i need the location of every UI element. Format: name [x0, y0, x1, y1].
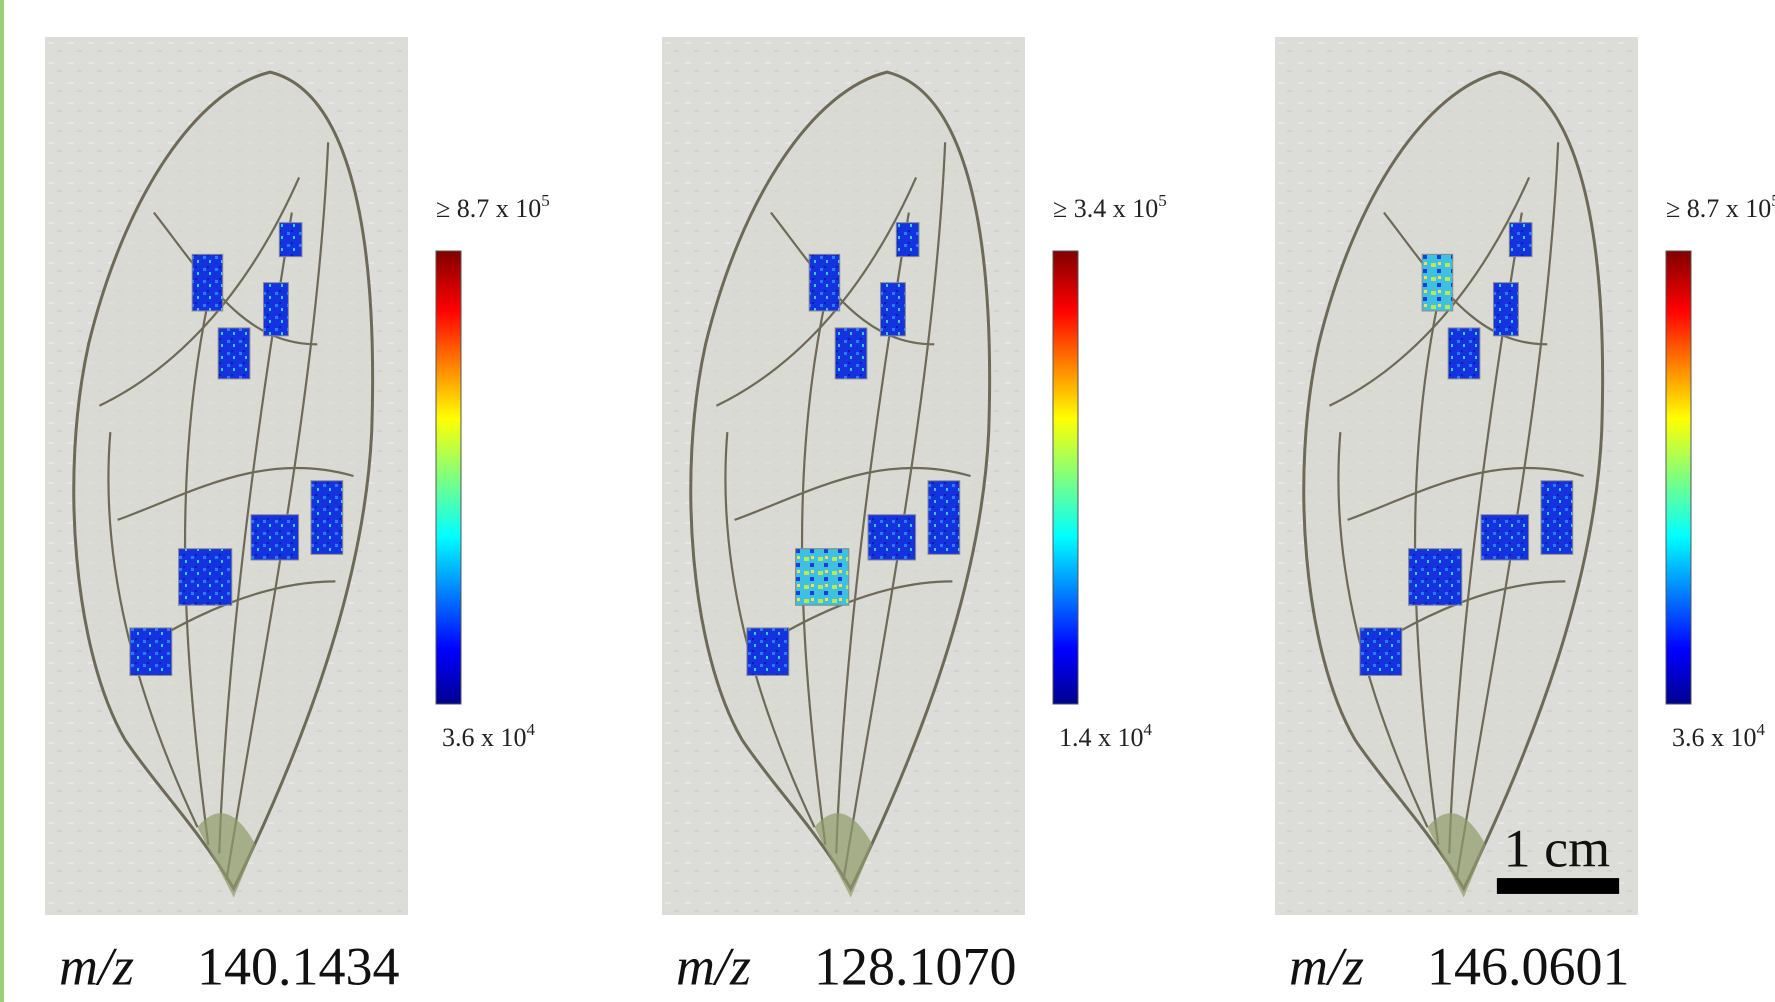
wing-vein — [98, 177, 301, 407]
label-text: ≥ 8.7 x 10 — [436, 194, 541, 223]
ms-image-region — [178, 548, 233, 606]
mz-prefix: m/z — [59, 936, 134, 996]
ms-image-region — [746, 627, 790, 676]
wing-vein — [107, 432, 199, 828]
label-exponent: 4 — [1757, 720, 1766, 739]
mz-prefix: m/z — [1289, 936, 1364, 996]
panel — [662, 37, 1025, 915]
left-border — [0, 0, 4, 1002]
wing-base — [197, 813, 256, 898]
ms-image-region — [867, 514, 917, 561]
wing-vein — [724, 432, 816, 828]
ms-image-region — [278, 222, 303, 258]
scale-bar-label: 1 cm — [1504, 819, 1610, 879]
ms-image-region — [217, 327, 251, 380]
ms-image-region — [262, 282, 289, 337]
colorbar-min-label: 3.6 x 104 — [442, 720, 536, 752]
wing-vein — [734, 466, 971, 521]
wing-base — [1427, 813, 1486, 898]
scale-bar — [1496, 878, 1620, 894]
colorbar-max-label: ≥ 8.7 x 105 — [1666, 191, 1775, 223]
label-exponent: 4 — [527, 720, 536, 739]
ms-image-region — [1508, 222, 1533, 258]
label-exponent: 5 — [541, 191, 550, 210]
mz-value: 140.1434 — [197, 936, 400, 996]
ms-image-region — [129, 627, 173, 676]
ms-image-region — [1408, 548, 1463, 606]
ms-image-region — [1447, 327, 1481, 380]
panel: 1 cm — [1275, 37, 1638, 915]
wing-vein — [1383, 211, 1548, 346]
wing-vein — [715, 177, 918, 407]
ms-image-region — [250, 514, 300, 561]
label-exponent: 5 — [1158, 191, 1167, 210]
colorbar — [435, 250, 462, 705]
label-text: ≥ 8.7 x 10 — [1666, 194, 1771, 223]
ms-image-region — [808, 253, 841, 312]
label-text: ≥ 3.4 x 10 — [1053, 194, 1158, 223]
ms-image-region — [1540, 480, 1574, 555]
wing-vein — [153, 211, 318, 346]
ms-image-region — [1359, 627, 1403, 676]
mz-value: 146.0601 — [1427, 936, 1630, 996]
wing-vein — [1328, 177, 1531, 407]
ms-image-region — [879, 282, 906, 337]
ms-image-region — [1480, 514, 1530, 561]
label-text: 1.4 x 10 — [1059, 723, 1144, 752]
ms-image-region — [895, 222, 920, 258]
wing-vein — [1347, 466, 1584, 521]
mz-prefix: m/z — [676, 936, 751, 996]
ms-image-region — [795, 548, 850, 606]
ms-image-region — [1492, 282, 1519, 337]
label-exponent: 5 — [1771, 191, 1775, 210]
wing-vein — [117, 466, 354, 521]
ms-image-region — [1421, 253, 1454, 312]
ms-image-region — [834, 327, 868, 380]
ms-image-region — [191, 253, 224, 312]
ms-image-region — [927, 480, 961, 555]
label-exponent: 4 — [1144, 720, 1153, 739]
colorbar-min-label: 1.4 x 104 — [1059, 720, 1153, 752]
colorbar-min-label: 3.6 x 104 — [1672, 720, 1766, 752]
colorbar — [1665, 250, 1692, 705]
colorbar-max-label: ≥ 3.4 x 105 — [1053, 191, 1167, 223]
colorbar — [1052, 250, 1079, 705]
ms-image-region — [310, 480, 344, 555]
colorbar-max-label: ≥ 8.7 x 105 — [436, 191, 550, 223]
panel — [45, 37, 408, 915]
wing-vein — [770, 211, 935, 346]
wing-base — [814, 813, 873, 898]
label-text: 3.6 x 10 — [1672, 723, 1757, 752]
mz-value: 128.1070 — [814, 936, 1017, 996]
wing-vein — [1337, 432, 1429, 828]
label-text: 3.6 x 10 — [442, 723, 527, 752]
